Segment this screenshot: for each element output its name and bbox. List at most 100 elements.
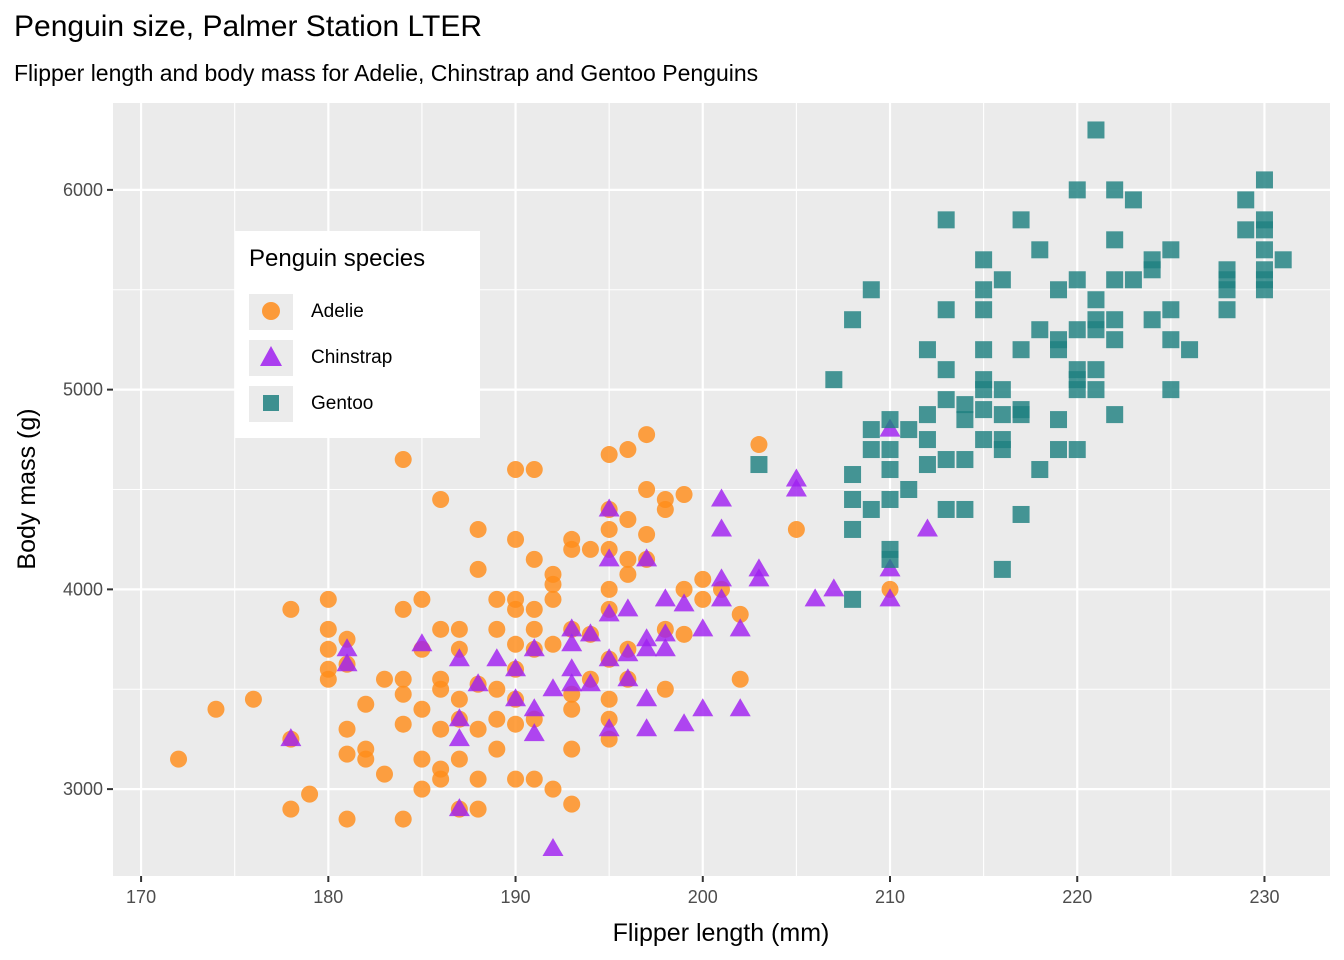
adelie-point (282, 800, 300, 818)
x-tick-label: 170 (126, 887, 156, 907)
gentoo-point (1012, 211, 1030, 229)
adelie-point (469, 560, 487, 578)
gentoo-point (1012, 341, 1030, 359)
adelie-point (244, 690, 262, 708)
gentoo-point (1106, 231, 1124, 249)
gentoo-point (881, 441, 899, 459)
chinstrap-point (916, 518, 938, 537)
gentoo-point (937, 391, 955, 409)
chinstrap-point (711, 588, 732, 607)
adelie-point (488, 680, 506, 698)
adelie-point (619, 441, 637, 459)
gentoo-point (975, 301, 993, 319)
gentoo-point (1087, 291, 1105, 309)
adelie-point (750, 436, 768, 454)
gentoo-point (1255, 241, 1273, 259)
chinstrap-point (711, 568, 732, 587)
gentoo-point (1050, 441, 1068, 459)
adelie-point (507, 715, 525, 733)
adelie-point (656, 680, 674, 698)
adelie-point (525, 620, 543, 638)
chinstrap-point (879, 588, 901, 607)
gentoo-point (1068, 381, 1086, 399)
adelie-point (675, 485, 693, 503)
chinstrap-point (561, 633, 583, 652)
legend-title: Penguin species (249, 245, 426, 272)
gentoo-point (1255, 221, 1273, 239)
triangle-marker-icon (260, 346, 282, 366)
chinstrap-point (598, 548, 620, 567)
gentoo-point (937, 211, 955, 229)
chinstrap-point (748, 568, 770, 587)
chinstrap-point (636, 638, 658, 657)
adelie-point (507, 770, 525, 788)
gentoo-point (975, 401, 993, 419)
gentoo-point (844, 520, 862, 538)
gentoo-point (844, 311, 862, 329)
gentoo-point (1012, 406, 1030, 424)
gentoo-point (918, 406, 936, 424)
chinstrap-point (617, 668, 639, 687)
gentoo-point (1106, 406, 1124, 424)
adelie-point (413, 590, 431, 608)
chinstrap-point (598, 648, 620, 667)
chinstrap-point (598, 603, 620, 622)
adelie-point (450, 620, 468, 638)
adelie-point (432, 770, 450, 788)
gentoo-point (825, 371, 843, 389)
chinstrap-point (654, 588, 676, 607)
adelie-point (507, 635, 525, 653)
chinstrap-point (636, 688, 658, 707)
gentoo-point (881, 550, 899, 568)
chinstrap-point (505, 658, 527, 677)
y-tick-label: 3000 (63, 779, 103, 799)
gentoo-point (1031, 321, 1049, 339)
gentoo-point (1218, 301, 1236, 319)
gentoo-point (844, 466, 862, 484)
adelie-point (600, 690, 618, 708)
gentoo-point (1106, 311, 1124, 329)
gentoo-point (1255, 171, 1273, 189)
adelie-point (675, 625, 693, 643)
y-tick-label: 5000 (63, 380, 103, 400)
gentoo-point (1106, 181, 1124, 199)
gentoo-point (918, 431, 936, 449)
adelie-point (694, 590, 712, 608)
x-axis-title: Flipper length (mm) (613, 919, 830, 947)
x-axis: 170 180 190 200 210 220 230 (126, 876, 1279, 907)
series-gentoo (750, 121, 1292, 608)
adelie-point (394, 685, 412, 703)
gentoo-point (1143, 311, 1161, 329)
chinstrap-point (579, 623, 601, 642)
y-tick-label: 6000 (63, 180, 103, 200)
gentoo-point (1237, 221, 1255, 239)
adelie-point (394, 451, 412, 469)
x-tick-label: 230 (1249, 887, 1279, 907)
adelie-point (319, 670, 337, 688)
gentoo-point (1218, 281, 1236, 299)
adelie-point (507, 530, 525, 548)
chinstrap-point (636, 718, 658, 737)
chinstrap-point (729, 618, 751, 637)
gentoo-point (1162, 301, 1180, 319)
chinstrap-point (654, 623, 676, 642)
chinstrap-point (486, 648, 508, 667)
square-marker-icon (263, 395, 279, 411)
gentoo-point (1050, 411, 1068, 429)
gentoo-point (956, 396, 974, 414)
adelie-point (450, 690, 468, 708)
adelie-point (375, 670, 393, 688)
adelie-point (525, 550, 543, 568)
legend-label-gentoo: Gentoo (311, 393, 374, 414)
adelie-point (319, 590, 337, 608)
gentoo-point (918, 456, 936, 474)
chart-title: Penguin size, Palmer Station LTER (14, 10, 483, 43)
gentoo-point (937, 361, 955, 379)
x-tick-label: 190 (501, 887, 531, 907)
adelie-point (525, 600, 543, 618)
gentoo-point (1031, 241, 1049, 259)
adelie-point (619, 550, 637, 568)
gentoo-point (1143, 261, 1161, 279)
adelie-point (394, 810, 412, 828)
